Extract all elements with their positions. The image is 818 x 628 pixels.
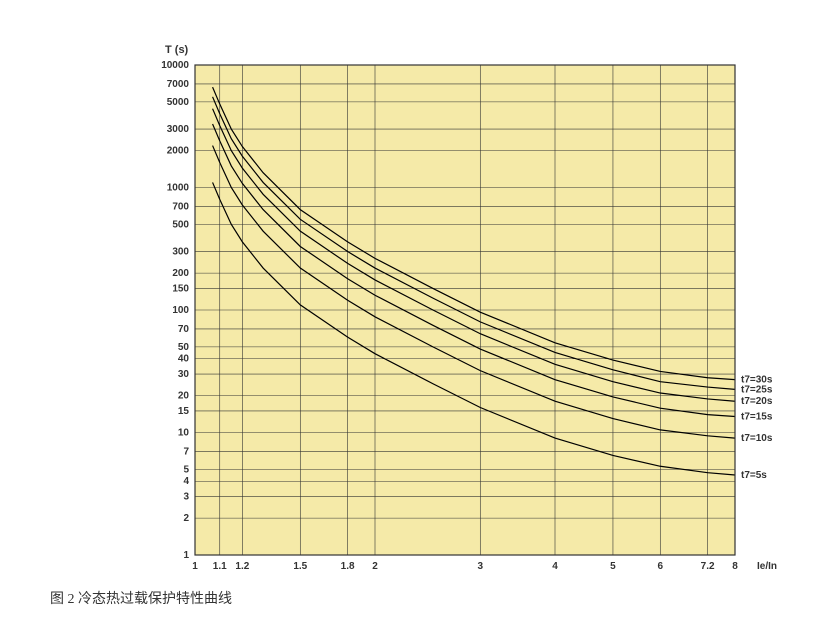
series-label-t7=5s: t7=5s <box>741 470 767 481</box>
chart-svg: 11.11.21.51.8234567.28123457101520304050… <box>20 20 798 580</box>
x-tick-label: 1.2 <box>235 561 249 572</box>
y-tick-label: 20 <box>178 391 190 402</box>
y-tick-label: 4 <box>183 476 189 487</box>
y-tick-label: 40 <box>178 354 190 365</box>
y-tick-label: 3000 <box>167 124 190 135</box>
series-label-t7=30s: t7=30s <box>741 375 773 386</box>
y-tick-label: 50 <box>178 342 190 353</box>
y-tick-label: 5000 <box>167 97 190 108</box>
y-tick-label: 700 <box>172 201 189 212</box>
y-tick-label: 5 <box>183 464 189 475</box>
y-tick-label: 100 <box>172 305 189 316</box>
y-tick-label: 3 <box>183 492 189 503</box>
x-tick-label: 1.1 <box>213 561 227 572</box>
x-tick-label: 7.2 <box>701 561 715 572</box>
x-tick-label: 5 <box>610 561 616 572</box>
y-tick-label: 30 <box>178 369 190 380</box>
y-tick-label: 2000 <box>167 146 190 157</box>
y-tick-label: 500 <box>172 219 189 230</box>
x-axis-title: Ie/In <box>757 561 777 572</box>
y-tick-label: 10000 <box>161 60 189 71</box>
x-tick-label: 3 <box>478 561 484 572</box>
x-tick-label: 8 <box>732 561 738 572</box>
y-tick-label: 200 <box>172 268 189 279</box>
chart-container: 11.11.21.51.8234567.28123457101520304050… <box>20 20 798 580</box>
y-axis-title: T (s) <box>165 44 189 56</box>
series-label-t7=25s: t7=25s <box>741 384 773 395</box>
y-tick-label: 15 <box>178 406 190 417</box>
x-tick-label: 6 <box>658 561 664 572</box>
y-tick-label: 300 <box>172 247 189 258</box>
y-tick-label: 1 <box>183 550 189 561</box>
y-tick-label: 7000 <box>167 79 190 90</box>
series-label-t7=15s: t7=15s <box>741 412 773 423</box>
figure-caption: 图 2 冷态热过载保护特性曲线 <box>50 588 798 608</box>
y-tick-label: 1000 <box>167 183 190 194</box>
y-tick-label: 7 <box>183 446 189 457</box>
y-tick-label: 150 <box>172 283 189 294</box>
y-tick-label: 2 <box>183 513 189 524</box>
x-tick-label: 1.8 <box>341 561 355 572</box>
x-tick-label: 4 <box>552 561 558 572</box>
y-tick-label: 10 <box>178 428 190 439</box>
x-tick-label: 1 <box>192 561 198 572</box>
x-tick-label: 1.5 <box>293 561 307 572</box>
x-tick-label: 2 <box>372 561 378 572</box>
y-tick-label: 70 <box>178 324 190 335</box>
series-label-t7=10s: t7=10s <box>741 433 773 444</box>
series-label-t7=20s: t7=20s <box>741 396 773 407</box>
